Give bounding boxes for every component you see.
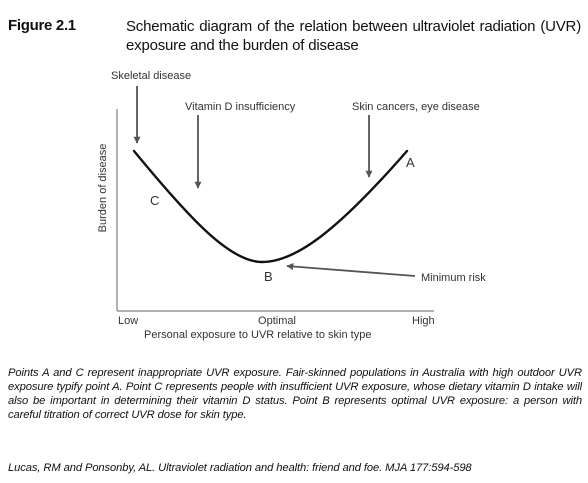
- uvr-burden-diagram: Skeletal disease Vitamin D insufficiency…: [97, 70, 486, 341]
- x-tick-optimal: Optimal: [258, 315, 296, 327]
- point-c-label: C: [150, 193, 159, 208]
- point-a-label: A: [406, 155, 415, 170]
- minimum-risk-label: Minimum risk: [421, 272, 486, 284]
- point-b-label: B: [264, 269, 273, 284]
- x-tick-high: High: [412, 315, 435, 327]
- figure-reference: Lucas, RM and Ponsonby, AL. Ultraviolet …: [8, 462, 472, 474]
- skeletal-disease-label: Skeletal disease: [111, 70, 191, 82]
- minimum-risk-arrow: [286, 263, 416, 277]
- burden-curve: [132, 149, 409, 264]
- figure-label: Figure 2.1: [8, 17, 76, 34]
- skin-cancer-label: Skin cancers, eye disease: [352, 101, 480, 113]
- figure-title: Schematic diagram of the relation betwee…: [126, 18, 581, 54]
- y-axis-label: Burden of disease: [97, 144, 109, 233]
- figure-caption: Points A and C represent inappropriate U…: [8, 367, 582, 421]
- x-axis-label: Personal exposure to UVR relative to ski…: [144, 329, 371, 341]
- vitamin-d-label: Vitamin D insufficiency: [185, 101, 296, 113]
- x-tick-low: Low: [118, 315, 138, 327]
